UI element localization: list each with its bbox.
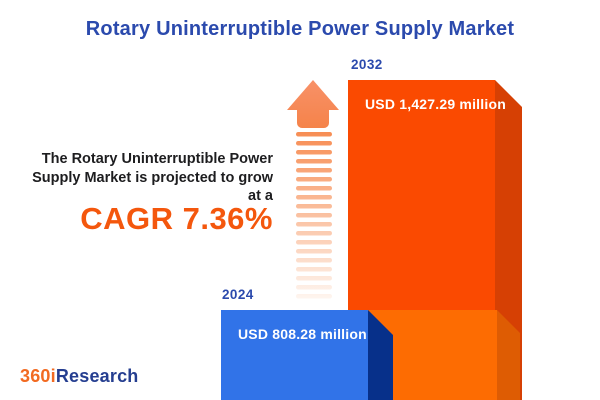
- page-title: Rotary Uninterruptible Power Supply Mark…: [85, 18, 515, 40]
- growth-arrow-head: [287, 80, 339, 110]
- bar-2032-base-side: [497, 310, 520, 400]
- growth-arrow-neck: [297, 103, 329, 128]
- bar-2032-year-label: 2032: [351, 57, 383, 72]
- projection-text-line2: Supply Market is projected to grow: [32, 169, 273, 186]
- projection-text: The Rotary Uninterruptible Power Supply …: [10, 150, 273, 206]
- bar-2024: [221, 310, 393, 400]
- brand-logo-prefix: 360i: [20, 366, 56, 386]
- bar-2032-value-label: USD 1,427.29 million: [365, 96, 506, 112]
- brand-logo: 360iResearch: [20, 366, 139, 387]
- bar-2024-year-label: 2024: [222, 287, 254, 302]
- bar-2024-side: [368, 310, 393, 400]
- brand-logo-suffix: Research: [55, 366, 139, 386]
- growth-arrow-icon: [287, 80, 339, 299]
- cagr-value: CAGR 7.36%: [80, 201, 273, 236]
- projection-text-line1: The Rotary Uninterruptible Power: [41, 151, 273, 167]
- bar-2024-value-label: USD 808.28 million: [238, 326, 367, 342]
- bar-2024-face: [221, 310, 368, 400]
- growth-arrow-dashes: [296, 132, 332, 299]
- projection-text-line3: at a: [248, 188, 273, 204]
